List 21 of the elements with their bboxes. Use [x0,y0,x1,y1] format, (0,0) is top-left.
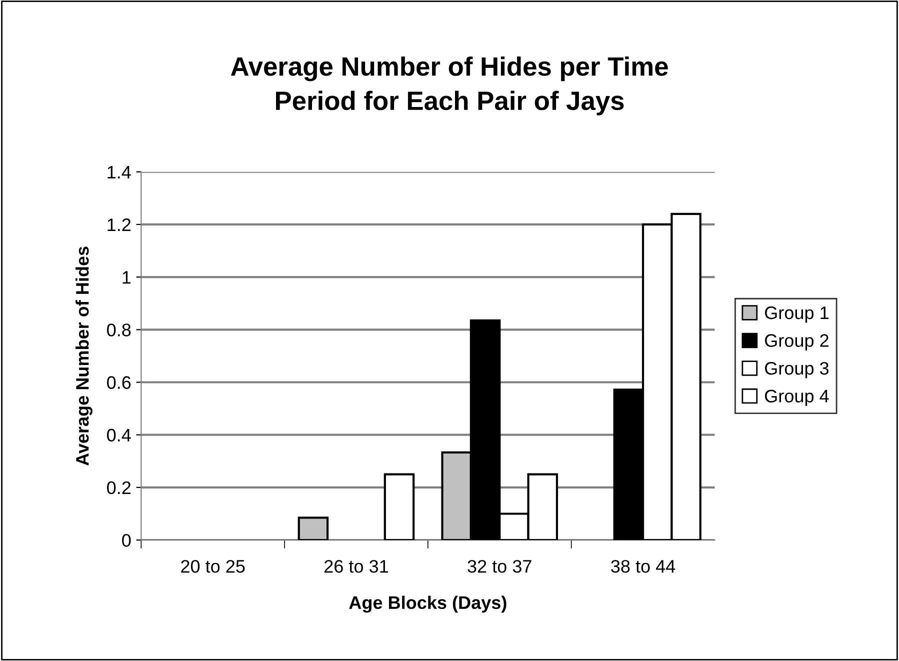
y-tick-label: 0.6 [107,376,131,389]
y-tick-label: 0.2 [107,481,131,494]
legend-label: Group 4 [765,390,829,406]
legend-label: Group 1 [765,306,828,323]
legend-label: Group 2 [765,334,828,351]
y-tick-label: 1.2 [108,218,131,231]
x-axis-title: Age Blocks (Days) [349,596,506,613]
x-tick-label: 32 to 37 [468,560,532,573]
y-tick-label: 1 [122,271,131,284]
bar [298,516,329,540]
x-tick-label: 26 to 31 [324,560,388,573]
x-tick-label: 20 to 25 [181,560,245,573]
y-tick-label: 0.8 [107,324,131,336]
y-axis-title: Average Number of Hides [76,246,92,466]
bar [384,473,415,540]
y-tick-label: 0 [122,534,131,547]
y-tick-label: 1.4 [108,166,131,178]
legend-label: Group 3 [765,362,829,378]
x-tick-label: 38 to 44 [611,560,676,573]
chart-title: Average Number of Hides per Time Period for Each Pair of Jays [230,56,668,116]
y-tick-label: 0.4 [107,428,131,442]
